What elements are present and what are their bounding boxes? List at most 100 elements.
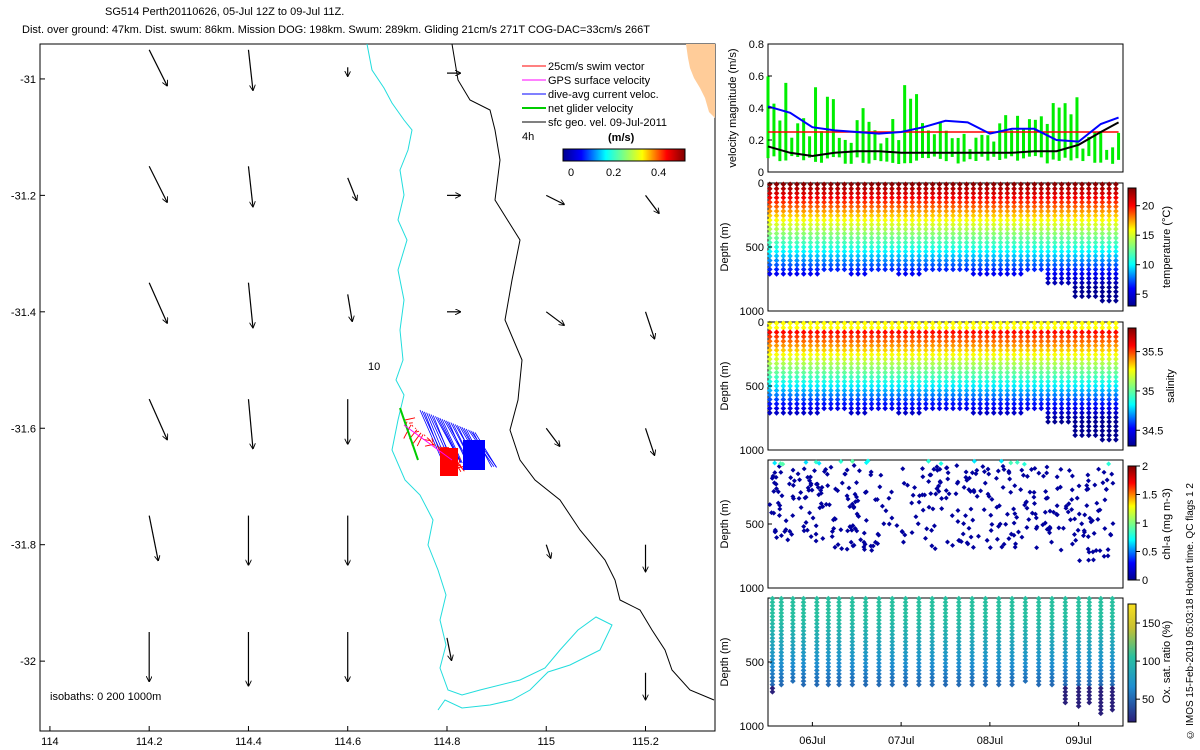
profile-point [1045, 226, 1051, 232]
profile-point [909, 333, 916, 340]
profile-point [902, 374, 909, 380]
profile-point [990, 208, 997, 214]
colorbar-tick-label: 20 [1142, 201, 1154, 213]
profile-point [895, 360, 902, 367]
profile-point [861, 271, 868, 277]
oxygen-point [836, 599, 842, 606]
chla-point [909, 500, 915, 506]
profile-point [929, 248, 936, 255]
profile-point [1092, 244, 1099, 250]
profile-point [794, 253, 800, 259]
profile-point [1113, 329, 1119, 336]
oxygen-colorbar [1127, 603, 1137, 723]
profile-point [889, 217, 895, 223]
profile-point [1058, 360, 1065, 367]
profile-point [1072, 396, 1079, 403]
profile-point [1051, 185, 1058, 192]
oxygen-point [825, 642, 832, 649]
profile-point [1051, 414, 1058, 421]
oxygen-point [813, 610, 820, 616]
profile-point [943, 253, 950, 259]
profile-point [943, 401, 950, 407]
profile-point [787, 365, 793, 371]
profile-point [787, 392, 793, 398]
profile-point [787, 248, 793, 255]
oxygen-point [876, 613, 882, 620]
profile-point [895, 266, 902, 273]
profile-point [970, 221, 977, 228]
profile-point [780, 239, 787, 246]
profile-point [814, 392, 821, 398]
profile-point [977, 387, 983, 394]
profile-point [1045, 320, 1051, 327]
profile-point [821, 396, 827, 403]
profile-point [1085, 257, 1092, 264]
profile-point [875, 392, 882, 398]
profile-point [1011, 253, 1017, 259]
profile-point [929, 212, 936, 219]
profile-point [780, 333, 787, 340]
chla-point [802, 495, 808, 501]
oxygen-point [876, 660, 882, 666]
chla-point [1092, 482, 1098, 488]
profile-point [848, 342, 855, 349]
profile-point [997, 324, 1004, 331]
oxygen-point [813, 620, 820, 627]
profile-point [848, 226, 855, 232]
oxygen-point [849, 660, 856, 666]
profile-point [1072, 199, 1079, 206]
profile-point [821, 401, 827, 407]
colorbar-tick-label: 0.5 [1142, 547, 1157, 559]
profile-point [1051, 383, 1058, 389]
profile-point [977, 347, 983, 353]
profile-point [970, 374, 977, 380]
chla-point [1011, 506, 1017, 512]
profile-point [1072, 342, 1079, 349]
profile-point [977, 405, 983, 412]
profile-point [1106, 288, 1112, 295]
profile-point [861, 378, 868, 385]
profile-point [936, 401, 943, 407]
depth-tick-label: 1000 [740, 721, 764, 733]
profile-point [828, 351, 834, 358]
profile-point [929, 333, 936, 340]
profile-point [807, 396, 814, 403]
chla-point [961, 521, 967, 527]
chla-point [1069, 507, 1075, 513]
profile-point [889, 266, 895, 273]
profile-point [902, 199, 909, 206]
profile-point [916, 410, 922, 416]
profile-point [882, 392, 888, 398]
profile-point [814, 226, 821, 232]
oxygen-point [836, 656, 842, 663]
profile-point [1085, 324, 1092, 331]
map-y-ticks: -31-31.2-31.4-31.6-31.8-32 [11, 74, 45, 668]
profile-point [1085, 423, 1092, 430]
profile-point [1031, 257, 1038, 264]
chla-point [954, 463, 960, 469]
chla-point [936, 483, 942, 489]
chla-point [930, 506, 936, 512]
chla-point [812, 468, 817, 474]
profile-point [821, 369, 827, 376]
profile-point [821, 351, 827, 358]
profile-point [1051, 221, 1058, 228]
profile-point [1079, 284, 1085, 291]
oxygen-point [813, 595, 820, 602]
profile-point [821, 347, 827, 353]
profile-point [1018, 378, 1024, 385]
profile-point [943, 239, 950, 246]
profile-point [1045, 342, 1051, 349]
profile-point [800, 181, 807, 188]
profile-point [828, 347, 834, 353]
profile-point [1085, 396, 1092, 403]
chla-point [1036, 470, 1042, 476]
profile-point [773, 338, 780, 345]
profile-point [787, 212, 793, 219]
profile-point [841, 221, 848, 228]
profile-point [990, 401, 997, 407]
profile-point [1079, 396, 1085, 403]
profile-point [1092, 266, 1099, 273]
profile-point [861, 374, 868, 380]
profile-point [821, 185, 827, 192]
